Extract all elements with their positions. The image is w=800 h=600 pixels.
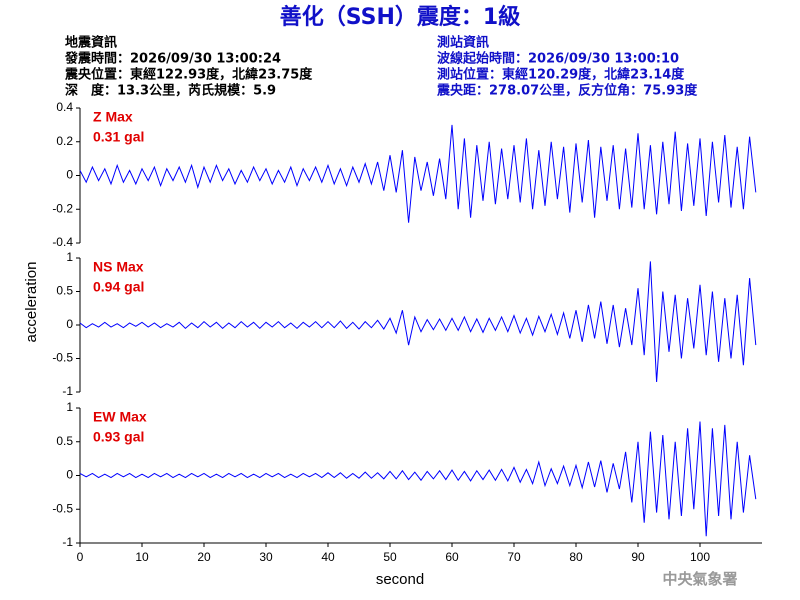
waveform	[79, 261, 757, 382]
max-value: 0.31 gal	[93, 129, 144, 145]
y-tick-label: -0.5	[52, 351, 73, 365]
y-tick-label: -0.4	[52, 235, 73, 249]
info-left: 深 度：13.3公里，芮氏規模：5.9	[65, 83, 276, 99]
x-tick-label: 50	[383, 550, 397, 564]
y-tick-label: 0.5	[56, 434, 73, 448]
max-label: NS Max	[93, 259, 144, 275]
x-tick-label: 90	[631, 550, 645, 564]
x-tick-label: 80	[569, 550, 583, 564]
x-tick-label: 100	[690, 550, 710, 564]
x-axis-label: second	[376, 571, 424, 588]
y-tick-label: 0	[66, 317, 73, 331]
x-tick-label: 0	[77, 550, 84, 564]
max-label: Z Max	[93, 109, 133, 125]
x-tick-label: 10	[135, 550, 149, 564]
y-tick-label: 0.2	[56, 134, 73, 148]
waveform	[79, 124, 757, 223]
x-tick-label: 60	[445, 550, 459, 564]
chart-title: 善化（SSH）震度：1級	[280, 4, 520, 30]
y-tick-label: -0.2	[52, 201, 73, 215]
y-tick-label: 0	[66, 468, 73, 482]
info-right: 測站資訊	[437, 35, 489, 51]
info-right: 震央距：278.07公里，反方位角：75.93度	[436, 83, 698, 99]
x-tick-label: 70	[507, 550, 521, 564]
footer: 中央氣象署	[662, 570, 737, 588]
max-value: 0.93 gal	[93, 429, 144, 445]
x-tick-label: 40	[321, 550, 335, 564]
y-tick-label: 0.4	[56, 100, 73, 114]
y-tick-label: -1	[62, 535, 73, 549]
info-left: 地震資訊	[65, 35, 117, 51]
y-tick-label: 0	[66, 168, 73, 182]
y-tick-label: 1	[66, 400, 73, 414]
max-value: 0.94 gal	[93, 279, 144, 295]
info-left: 震央位置：東經122.93度，北緯23.75度	[64, 67, 313, 83]
info-left: 發震時間：2026/09/30 13:00:24	[64, 51, 281, 67]
x-tick-label: 20	[197, 550, 211, 564]
info-right: 波線起始時間：2026/09/30 13:00:10	[437, 51, 679, 67]
x-tick-label: 30	[259, 550, 273, 564]
y-tick-label: -1	[62, 384, 73, 398]
y-tick-label: -0.5	[52, 501, 73, 515]
waveform	[79, 421, 757, 537]
max-label: EW Max	[93, 409, 147, 425]
y-axis-label: acceleration	[23, 262, 40, 343]
y-tick-label: 0.5	[56, 284, 73, 298]
info-right: 測站位置：東經120.29度，北緯23.14度	[437, 67, 685, 83]
y-tick-label: 1	[66, 250, 73, 264]
